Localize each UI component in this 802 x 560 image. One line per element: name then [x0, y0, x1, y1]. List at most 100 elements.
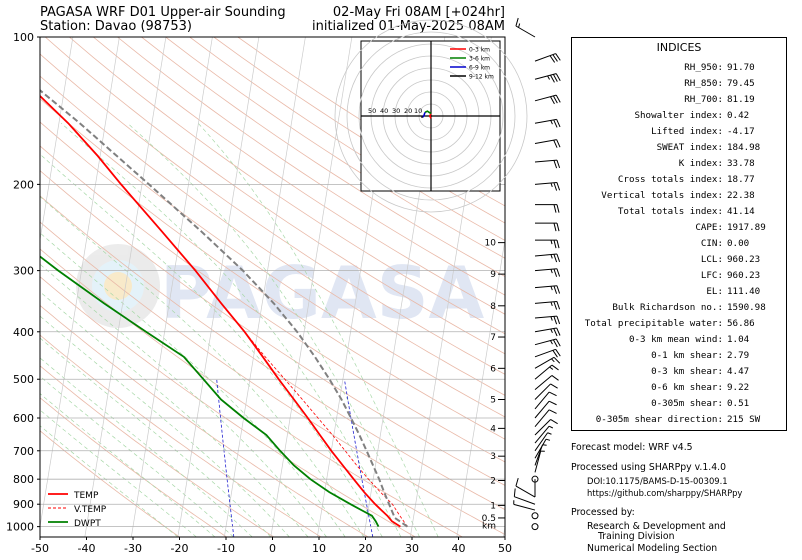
barb-flag: [556, 240, 560, 249]
index-row: EL: 111.40: [572, 286, 786, 302]
barb-flag: [551, 375, 559, 381]
dry-adiabat: [40, 430, 180, 537]
wind-barb: [534, 73, 561, 83]
index-row: 0-305m shear direction: 215 SW: [572, 414, 786, 430]
barb-half-flag: [545, 438, 551, 441]
wind-barb: [513, 500, 536, 511]
barb-flag: [548, 391, 557, 397]
index-row: RH_700: 81.19: [572, 94, 786, 110]
barb-shaft: [534, 375, 553, 390]
barb-shaft: [534, 300, 557, 304]
barb-shaft: [534, 391, 550, 410]
index-value: 33.78: [727, 158, 755, 169]
index-value: 79.45: [727, 78, 755, 89]
index-value: -4.17: [727, 126, 755, 137]
index-row: Lifted index: -4.17: [572, 126, 786, 142]
height-tick-label: 8: [490, 302, 496, 312]
index-row: CAPE: 1917.89: [572, 222, 786, 238]
processed-by: Processed by:: [571, 507, 635, 518]
dry-adiabat: [189, 37, 505, 241]
barb-flag: [556, 204, 560, 213]
barb-flag: [553, 240, 557, 249]
index-value: 215 SW: [727, 414, 761, 425]
height-tick-label: 9: [490, 270, 496, 280]
profile-temp: [40, 94, 401, 528]
wind-barb: [534, 391, 557, 410]
hodograph-ring: [334, 19, 528, 213]
index-value: 184.98: [727, 142, 761, 153]
index-row: Total precipitable water: 56.86: [572, 318, 786, 334]
barb-flag: [553, 316, 558, 325]
barb-flag: [556, 327, 561, 336]
barb-flag: [552, 350, 558, 358]
legend-label: TEMP: [73, 491, 99, 501]
indices-title: INDICES: [656, 41, 702, 54]
height-unit-label: km: [482, 522, 496, 532]
x-tick-label: 10: [312, 542, 326, 555]
barb-flag: [515, 17, 519, 27]
barb-flag: [553, 356, 561, 364]
index-label: Total totals index:: [617, 206, 723, 217]
profile-dwpt: [40, 255, 380, 528]
index-row: LCL: 960.23: [572, 254, 786, 270]
barb-shaft: [534, 285, 557, 289]
index-value: 960.23: [727, 254, 761, 265]
index-value: 0.42: [727, 110, 750, 121]
height-tick-label: 4: [490, 424, 496, 434]
division-line-1: Research & Development and: [587, 521, 726, 532]
github-link[interactable]: https://github.com/sharppy/SHARPpy: [587, 488, 743, 498]
barb-shaft: [534, 425, 550, 444]
hodograph-ring-label: 50: [368, 107, 376, 115]
isotherm: [40, 37, 120, 529]
dry-adiabat: [40, 397, 227, 537]
barb-shaft: [534, 139, 557, 144]
dry-adiabat: [165, 37, 505, 259]
doi-link[interactable]: DOI:10.1175/BAMS-D-15-00309.1: [587, 476, 728, 486]
wind-barb: [534, 338, 561, 348]
barb-flag: [553, 139, 558, 148]
mixing-ratio-line: [344, 379, 374, 537]
wind-barb: [534, 181, 561, 191]
indices-panel: INDICES RH_950: 91.70 RH_850: 79.45 RH_700: 8…: [571, 37, 787, 431]
dry-adiabat: [69, 37, 505, 335]
hodograph-legend-label: 9-12 km: [469, 74, 494, 81]
barb-flag: [553, 204, 557, 213]
legend: TEMP V.TEMP DWPT: [48, 491, 107, 529]
index-value: 56.86: [727, 318, 755, 329]
wind-barb: [534, 425, 554, 444]
barb-flag: [553, 268, 558, 277]
wind-barb: [534, 438, 551, 459]
wind-barb: [534, 383, 558, 400]
index-label: CAPE:: [695, 222, 723, 233]
barb-flag: [556, 253, 561, 262]
barb-shaft: [534, 400, 550, 419]
x-tick-label: 50: [498, 542, 512, 555]
wind-barb: [534, 419, 558, 436]
barb-flag: [515, 477, 519, 487]
wind-barb: [513, 488, 536, 505]
mixing-ratio-line: [216, 379, 235, 537]
barb-flag: [556, 182, 561, 191]
index-label: RH_950:: [684, 62, 723, 73]
barb-shaft: [513, 503, 536, 511]
index-value: 22.38: [727, 190, 755, 201]
barb-shaft: [534, 181, 557, 185]
wind-barb: [534, 53, 561, 63]
dry-adiabat: [141, 37, 505, 277]
barb-shaft: [534, 268, 557, 272]
dry-adiabat: [40, 304, 369, 537]
index-row: 0-6 km shear: 9.22: [572, 382, 786, 398]
barb-shaft: [515, 25, 536, 38]
barb-flag: [555, 349, 561, 357]
barb-shaft: [515, 485, 536, 498]
hodograph-ring: [346, 31, 516, 201]
y-tick-label: 300: [13, 265, 34, 278]
legend-label: DWPT: [74, 519, 101, 529]
y-tick-label: 500: [13, 373, 34, 386]
barb-flag: [556, 285, 561, 294]
index-row: Showalter index: 0.42: [572, 110, 786, 126]
index-value: 81.19: [727, 94, 755, 105]
barb-shaft: [534, 53, 556, 62]
forecast-model: Forecast model: WRF v4.5: [571, 442, 693, 453]
